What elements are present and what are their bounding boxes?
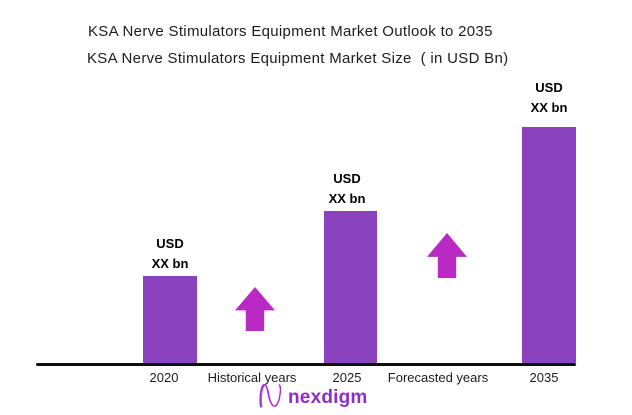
bar-value-label-2035: USD XX bn <box>531 78 568 118</box>
x-annotation-historical-years: Historical years <box>207 370 297 385</box>
bar-value-line1: USD <box>333 171 361 186</box>
nexdigm-logo-text: nexdigm <box>288 387 368 408</box>
chart-title: KSA Nerve Stimulators Equipment Market O… <box>88 23 493 40</box>
bar-value-line2: XX bn <box>328 191 366 206</box>
x-annotation-forecasted-years: Forecasted years <box>387 370 489 385</box>
x-axis-line <box>36 363 576 366</box>
nexdigm-wave-n-icon <box>258 382 283 414</box>
growth-up-arrow-icon <box>427 233 467 278</box>
x-tick-2035: 2035 <box>529 370 559 385</box>
bar-2035 <box>522 127 576 363</box>
bar-value-line1: USD <box>156 236 184 251</box>
bar-2020 <box>143 276 197 363</box>
bar-value-line1: USD <box>535 80 563 95</box>
x-tick-2020: 2020 <box>149 370 179 385</box>
bar-value-label-2025: USD XX bn <box>329 169 366 209</box>
growth-up-arrow-icon <box>235 287 275 331</box>
x-tick-2025: 2025 <box>332 370 362 385</box>
bar-2025 <box>324 211 377 363</box>
bar-value-label-2020: USD XX bn <box>152 234 189 274</box>
bar-value-line2: XX bn <box>530 100 568 115</box>
bar-value-line2: XX bn <box>151 256 189 271</box>
nexdigm-logo: nexdigm <box>258 382 368 414</box>
chart-subtitle: KSA Nerve Stimulators Equipment Market S… <box>87 50 509 67</box>
